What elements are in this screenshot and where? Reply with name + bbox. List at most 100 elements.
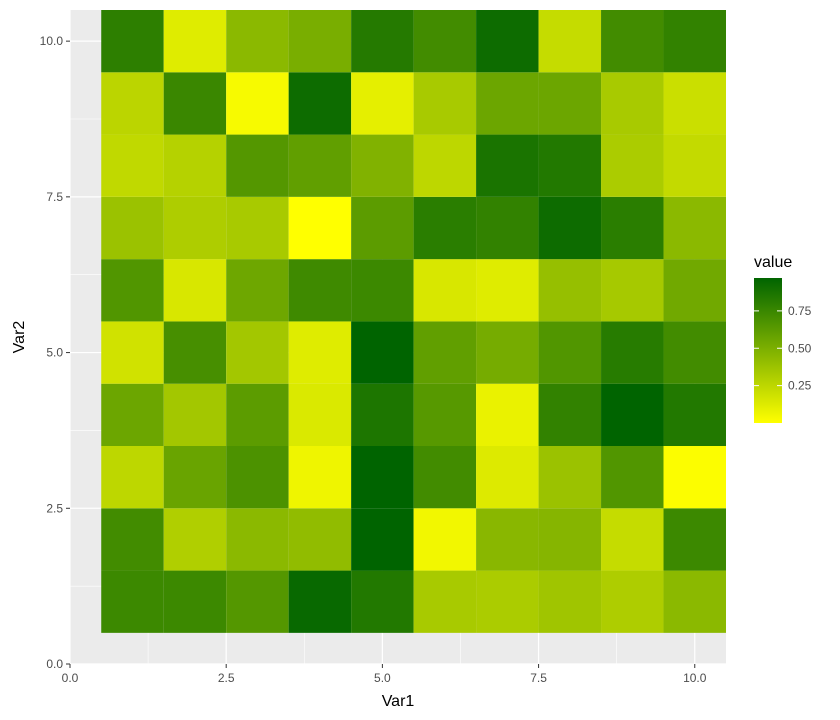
heatmap-tile — [288, 570, 352, 633]
legend: value 0.25 0.50 0.75 — [754, 254, 812, 423]
x-tick-label: 10.0 — [683, 671, 707, 685]
legend-label: 0.75 — [788, 304, 812, 318]
heatmap-tile — [163, 259, 227, 322]
heatmap-tile — [163, 508, 227, 571]
heatmap-tile — [663, 508, 726, 571]
heatmap-tile — [101, 196, 164, 260]
heatmap-tile — [413, 134, 477, 197]
y-axis: 0.0 2.5 5.0 7.5 10.0 — [40, 34, 70, 671]
heatmap-tile — [351, 321, 414, 384]
heatmap-tile — [101, 570, 164, 633]
heatmap-tile — [413, 570, 477, 633]
heatmap-tile — [601, 321, 664, 384]
heatmap-tile — [226, 570, 289, 633]
heatmap-tile — [288, 72, 352, 135]
heatmap-tile — [601, 446, 664, 509]
heatmap-tile — [538, 72, 602, 135]
heatmap-tile — [351, 259, 414, 322]
heatmap-tile — [663, 321, 726, 384]
heatmap-tile — [226, 508, 289, 571]
heatmap-tile — [413, 72, 477, 135]
heatmap-tile — [538, 10, 602, 73]
heatmap-tile — [163, 196, 227, 260]
heatmap-tile — [101, 446, 164, 509]
heatmap-tile — [601, 570, 664, 633]
heatmap-tile — [538, 508, 602, 571]
heatmap-tile — [663, 196, 726, 260]
heatmap-tile — [538, 196, 602, 260]
heatmap-tile — [351, 446, 414, 509]
heatmap-tile — [538, 446, 602, 509]
heatmap-tile — [351, 134, 414, 197]
heatmap-tile — [663, 134, 726, 197]
heatmap-tile — [163, 10, 227, 73]
legend-label: 0.50 — [788, 341, 812, 355]
heatmap-tile — [476, 134, 539, 197]
heatmap-tile — [476, 383, 539, 446]
heatmap-tile — [601, 134, 664, 197]
y-tick-label: 5.0 — [46, 346, 63, 360]
heatmap-tile — [476, 446, 539, 509]
heatmap-tile — [163, 570, 227, 633]
heatmap-tile — [663, 446, 726, 509]
heatmap-tile — [351, 10, 414, 73]
heatmap-tile — [663, 72, 726, 135]
heatmap-tile — [163, 321, 227, 384]
legend-colorbar — [754, 278, 782, 423]
heatmap-tile — [538, 321, 602, 384]
x-tick-label: 2.5 — [218, 671, 235, 685]
x-axis-title: Var1 — [382, 693, 415, 710]
heatmap-tile — [663, 383, 726, 446]
heatmap-tile — [226, 196, 289, 260]
x-tick-label: 0.0 — [62, 671, 79, 685]
heatmap-tile — [226, 321, 289, 384]
heatmap-tile — [288, 321, 352, 384]
heatmap-tile — [538, 134, 602, 197]
heatmap-tile — [601, 10, 664, 73]
y-tick-label: 0.0 — [46, 657, 63, 671]
heatmap-tile — [538, 570, 602, 633]
heatmap-tile — [476, 72, 539, 135]
heatmap-tile — [226, 446, 289, 509]
heatmap-tile — [101, 383, 164, 446]
heatmap-tile — [351, 508, 414, 571]
heatmap-tile — [413, 383, 477, 446]
heatmap-tile — [351, 383, 414, 446]
heatmap-tile — [101, 321, 164, 384]
heatmap-tile — [663, 259, 726, 322]
heatmap-tile — [476, 570, 539, 633]
heatmap-tile — [351, 570, 414, 633]
heatmap-tile — [601, 196, 664, 260]
heatmap-tile — [101, 259, 164, 322]
heatmap-tile — [288, 134, 352, 197]
heatmap-tiles — [101, 10, 726, 633]
heatmap-tile — [288, 10, 352, 73]
heatmap-tile — [601, 508, 664, 571]
heatmap-tile — [413, 446, 477, 509]
heatmap-tile — [413, 259, 477, 322]
heatmap-tile — [538, 259, 602, 322]
heatmap-tile — [663, 10, 726, 73]
heatmap-tile — [476, 196, 539, 260]
heatmap-tile — [226, 383, 289, 446]
heatmap-tile — [601, 383, 664, 446]
y-axis-title: Var2 — [11, 321, 28, 354]
heatmap-tile — [163, 446, 227, 509]
heatmap-tile — [226, 10, 289, 73]
x-tick-label: 7.5 — [530, 671, 547, 685]
heatmap-tile — [226, 259, 289, 322]
heatmap-tile — [226, 134, 289, 197]
heatmap-tile — [101, 508, 164, 571]
heatmap-tile — [601, 72, 664, 135]
heatmap-tile — [476, 259, 539, 322]
heatmap-tile — [163, 72, 227, 135]
heatmap-tile — [351, 72, 414, 135]
y-tick-label: 7.5 — [46, 190, 63, 204]
heatmap-tile — [476, 321, 539, 384]
heatmap-tile — [663, 570, 726, 633]
legend-label: 0.25 — [788, 379, 812, 393]
x-axis: 0.0 2.5 5.0 7.5 10.0 — [62, 664, 707, 685]
heatmap-tile — [413, 321, 477, 384]
heatmap-tile — [413, 196, 477, 260]
